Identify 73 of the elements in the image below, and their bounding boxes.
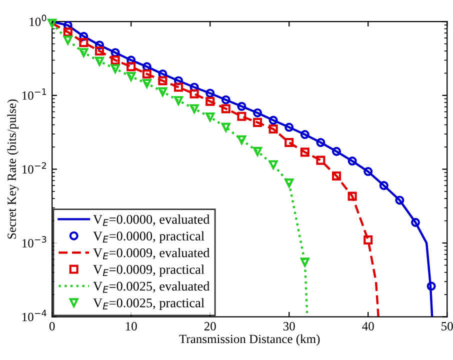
point [284,178,294,188]
y-tick-label: 10$^{−1}$ [22,88,46,100]
y-axis-title: Secret Key Rate (bits/pulse) [7,99,19,239]
point [158,69,168,79]
point [190,104,199,114]
legend-label: V$_{E}$=0.0000, practical [93,231,204,244]
point [221,95,230,104]
point [316,156,326,165]
point [426,282,436,291]
point [300,148,310,157]
x-tick-label: 0 [49,322,55,330]
point [63,20,72,30]
point [174,96,184,106]
point [174,82,184,92]
point [379,181,388,190]
point [252,146,262,156]
point [174,76,184,86]
point [348,156,357,166]
y-tick-label: 10$^{0}$ [30,14,46,26]
y-tick-label: 10$^{−3}$ [22,236,46,248]
point [190,89,199,98]
legend-label: V$_{E}$=0.0009, practical [93,264,204,277]
point [79,48,88,58]
point [300,130,310,140]
point [395,196,404,205]
x-axis-title: Transmission Distance (km) [179,334,320,346]
point [284,138,294,148]
x-tick-label: 50 [442,322,453,330]
point [158,76,168,86]
point [364,167,373,176]
legend-label: V$_{E}$=0.0000, evaluated [93,214,210,226]
point [126,62,136,72]
point [268,116,278,125]
point [94,56,104,66]
point [63,28,72,37]
point [316,138,326,148]
y-tick-label: 10$^{−2}$ [22,162,46,174]
point [284,122,294,132]
point [142,69,152,79]
x-tick-label: 10 [126,322,137,330]
y-tick-label: 10$^{−4}$ [22,310,46,322]
point [252,108,262,118]
point [268,124,278,134]
x-tick-label: 20 [204,322,216,330]
point [364,235,373,244]
point [63,36,72,45]
x-tick-label: 30 [283,322,295,330]
legend-label: V$_{E}$=0.0009, evaluated [93,248,210,260]
point [126,72,136,82]
point [237,102,246,111]
point [348,192,357,201]
point [410,218,420,227]
point [206,96,215,106]
point [142,78,152,88]
point [332,171,342,180]
point [79,38,88,48]
point [221,104,230,114]
point [110,56,120,65]
point [94,40,104,50]
point [300,258,310,267]
point [79,32,88,41]
point [126,56,136,65]
point [206,88,215,98]
point [237,112,246,121]
legend-label: V$_{E}$=0.0025, practical [93,298,204,310]
point [268,160,278,170]
point [94,46,104,56]
point [190,82,199,92]
point [110,64,120,74]
point [332,146,342,156]
x-tick-label: 40 [362,322,374,330]
point [252,118,262,127]
legend-label: V$_{E}$=0.0025, evaluated [93,281,210,293]
